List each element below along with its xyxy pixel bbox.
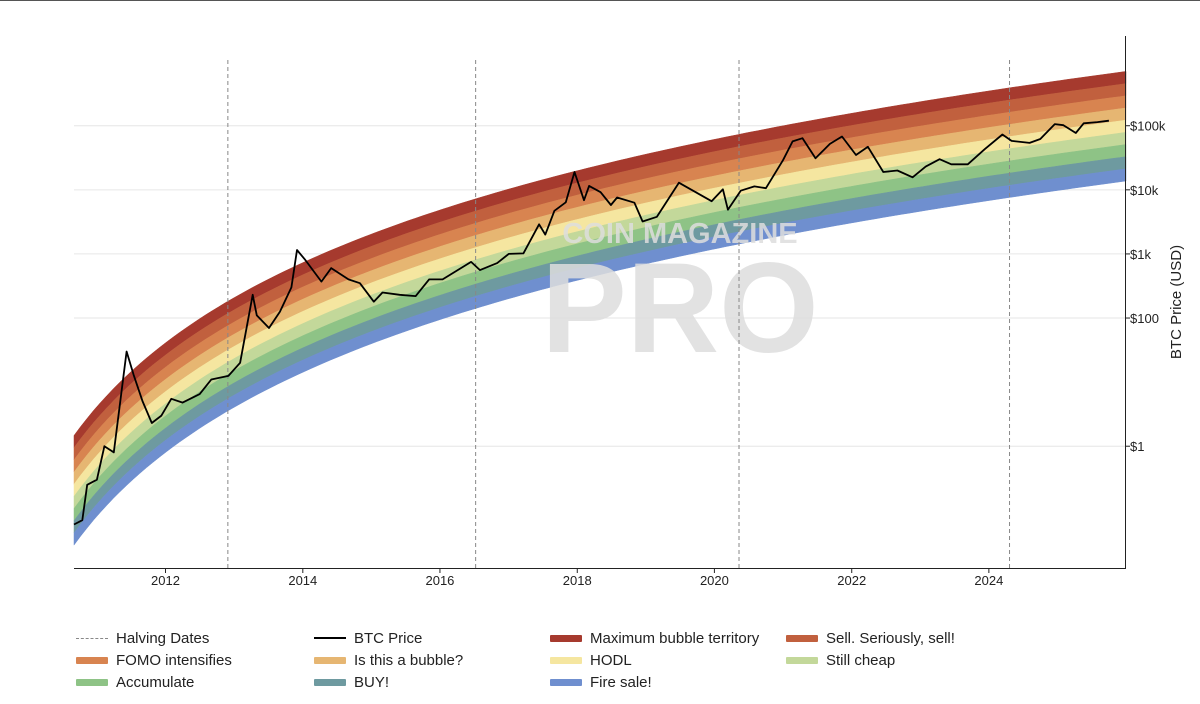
- y-axis-title: BTC Price (USD): [1168, 245, 1185, 359]
- x-tick-label: 2018: [563, 573, 592, 588]
- legend-swatch: [314, 656, 346, 664]
- legend-swatch: [76, 678, 108, 686]
- legend-swatch: [786, 634, 818, 642]
- legend: Halving Dates BTC Price Maximum bubble ter…: [76, 628, 1076, 694]
- legend-label: Sell. Seriously, sell!: [826, 629, 955, 647]
- legend-swatch: [76, 637, 108, 639]
- legend-label: FOMO intensifies: [116, 651, 232, 669]
- watermark-line1: COIN MAGAZINE: [562, 218, 797, 250]
- y-tick-label: $10k: [1130, 183, 1159, 198]
- rainbow-chart: COIN MAGAZINE PRO 2012 2014 2016 2018 2020 20…: [0, 0, 1200, 588]
- x-tick-label: 2012: [151, 573, 180, 588]
- y-tick-label: $1k: [1130, 247, 1151, 262]
- halving-lines: [227, 60, 1011, 568]
- legend-label: Accumulate: [116, 673, 195, 691]
- legend-swatch: [76, 656, 108, 664]
- legend-label: Maximum bubble territory: [590, 629, 760, 647]
- legend-item[interactable]: BTC Price: [314, 628, 422, 648]
- x-tick-label: 2022: [837, 573, 866, 588]
- legend-item[interactable]: BUY!: [314, 672, 389, 692]
- legend-label: BTC Price: [354, 629, 423, 647]
- legend-label: BUY!: [354, 673, 390, 691]
- legend-item[interactable]: Still cheap: [786, 650, 895, 670]
- legend-item[interactable]: Maximum bubble territory: [550, 628, 759, 648]
- legend-item[interactable]: Is this a bubble?: [314, 650, 463, 670]
- legend-swatch: [550, 678, 582, 686]
- y-tick-label: $1: [1130, 439, 1144, 454]
- legend-item[interactable]: Fire sale!: [550, 672, 652, 692]
- legend-item[interactable]: Sell. Seriously, sell!: [786, 628, 955, 648]
- legend-label: Still cheap: [826, 651, 896, 669]
- y-axis-ticks: $1 $100 $1k $10k $100k: [1126, 119, 1166, 454]
- legend-label: Halving Dates: [116, 629, 210, 647]
- legend-swatch: [314, 637, 346, 639]
- x-tick-label: 2020: [700, 573, 729, 588]
- legend-swatch: [550, 656, 582, 664]
- legend-item[interactable]: HODL: [550, 650, 632, 670]
- btc-price-series: [73, 119, 1110, 526]
- watermark: COIN MAGAZINE PRO: [541, 218, 818, 380]
- x-axis-ticks: 2012 2014 2016 2018 2020 2022 2024: [151, 568, 1003, 588]
- legend-swatch: [314, 678, 346, 686]
- axes: [74, 36, 1126, 569]
- legend-swatch: [786, 656, 818, 664]
- legend-item[interactable]: Halving Dates: [76, 628, 209, 648]
- y-tick-label: $100k: [1130, 119, 1166, 134]
- legend-item[interactable]: Accumulate: [76, 672, 194, 692]
- btc-price-line: [73, 119, 1110, 526]
- x-tick-label: 2024: [974, 573, 1003, 588]
- legend-swatch: [550, 634, 582, 642]
- y-tick-label: $100: [1130, 311, 1159, 326]
- legend-label: HODL: [590, 651, 632, 669]
- x-tick-label: 2014: [288, 573, 317, 588]
- legend-label: Is this a bubble?: [354, 651, 464, 669]
- watermark-line2: PRO: [541, 237, 818, 380]
- x-tick-label: 2016: [425, 573, 454, 588]
- legend-label: Fire sale!: [590, 673, 652, 691]
- legend-item[interactable]: FOMO intensifies: [76, 650, 232, 670]
